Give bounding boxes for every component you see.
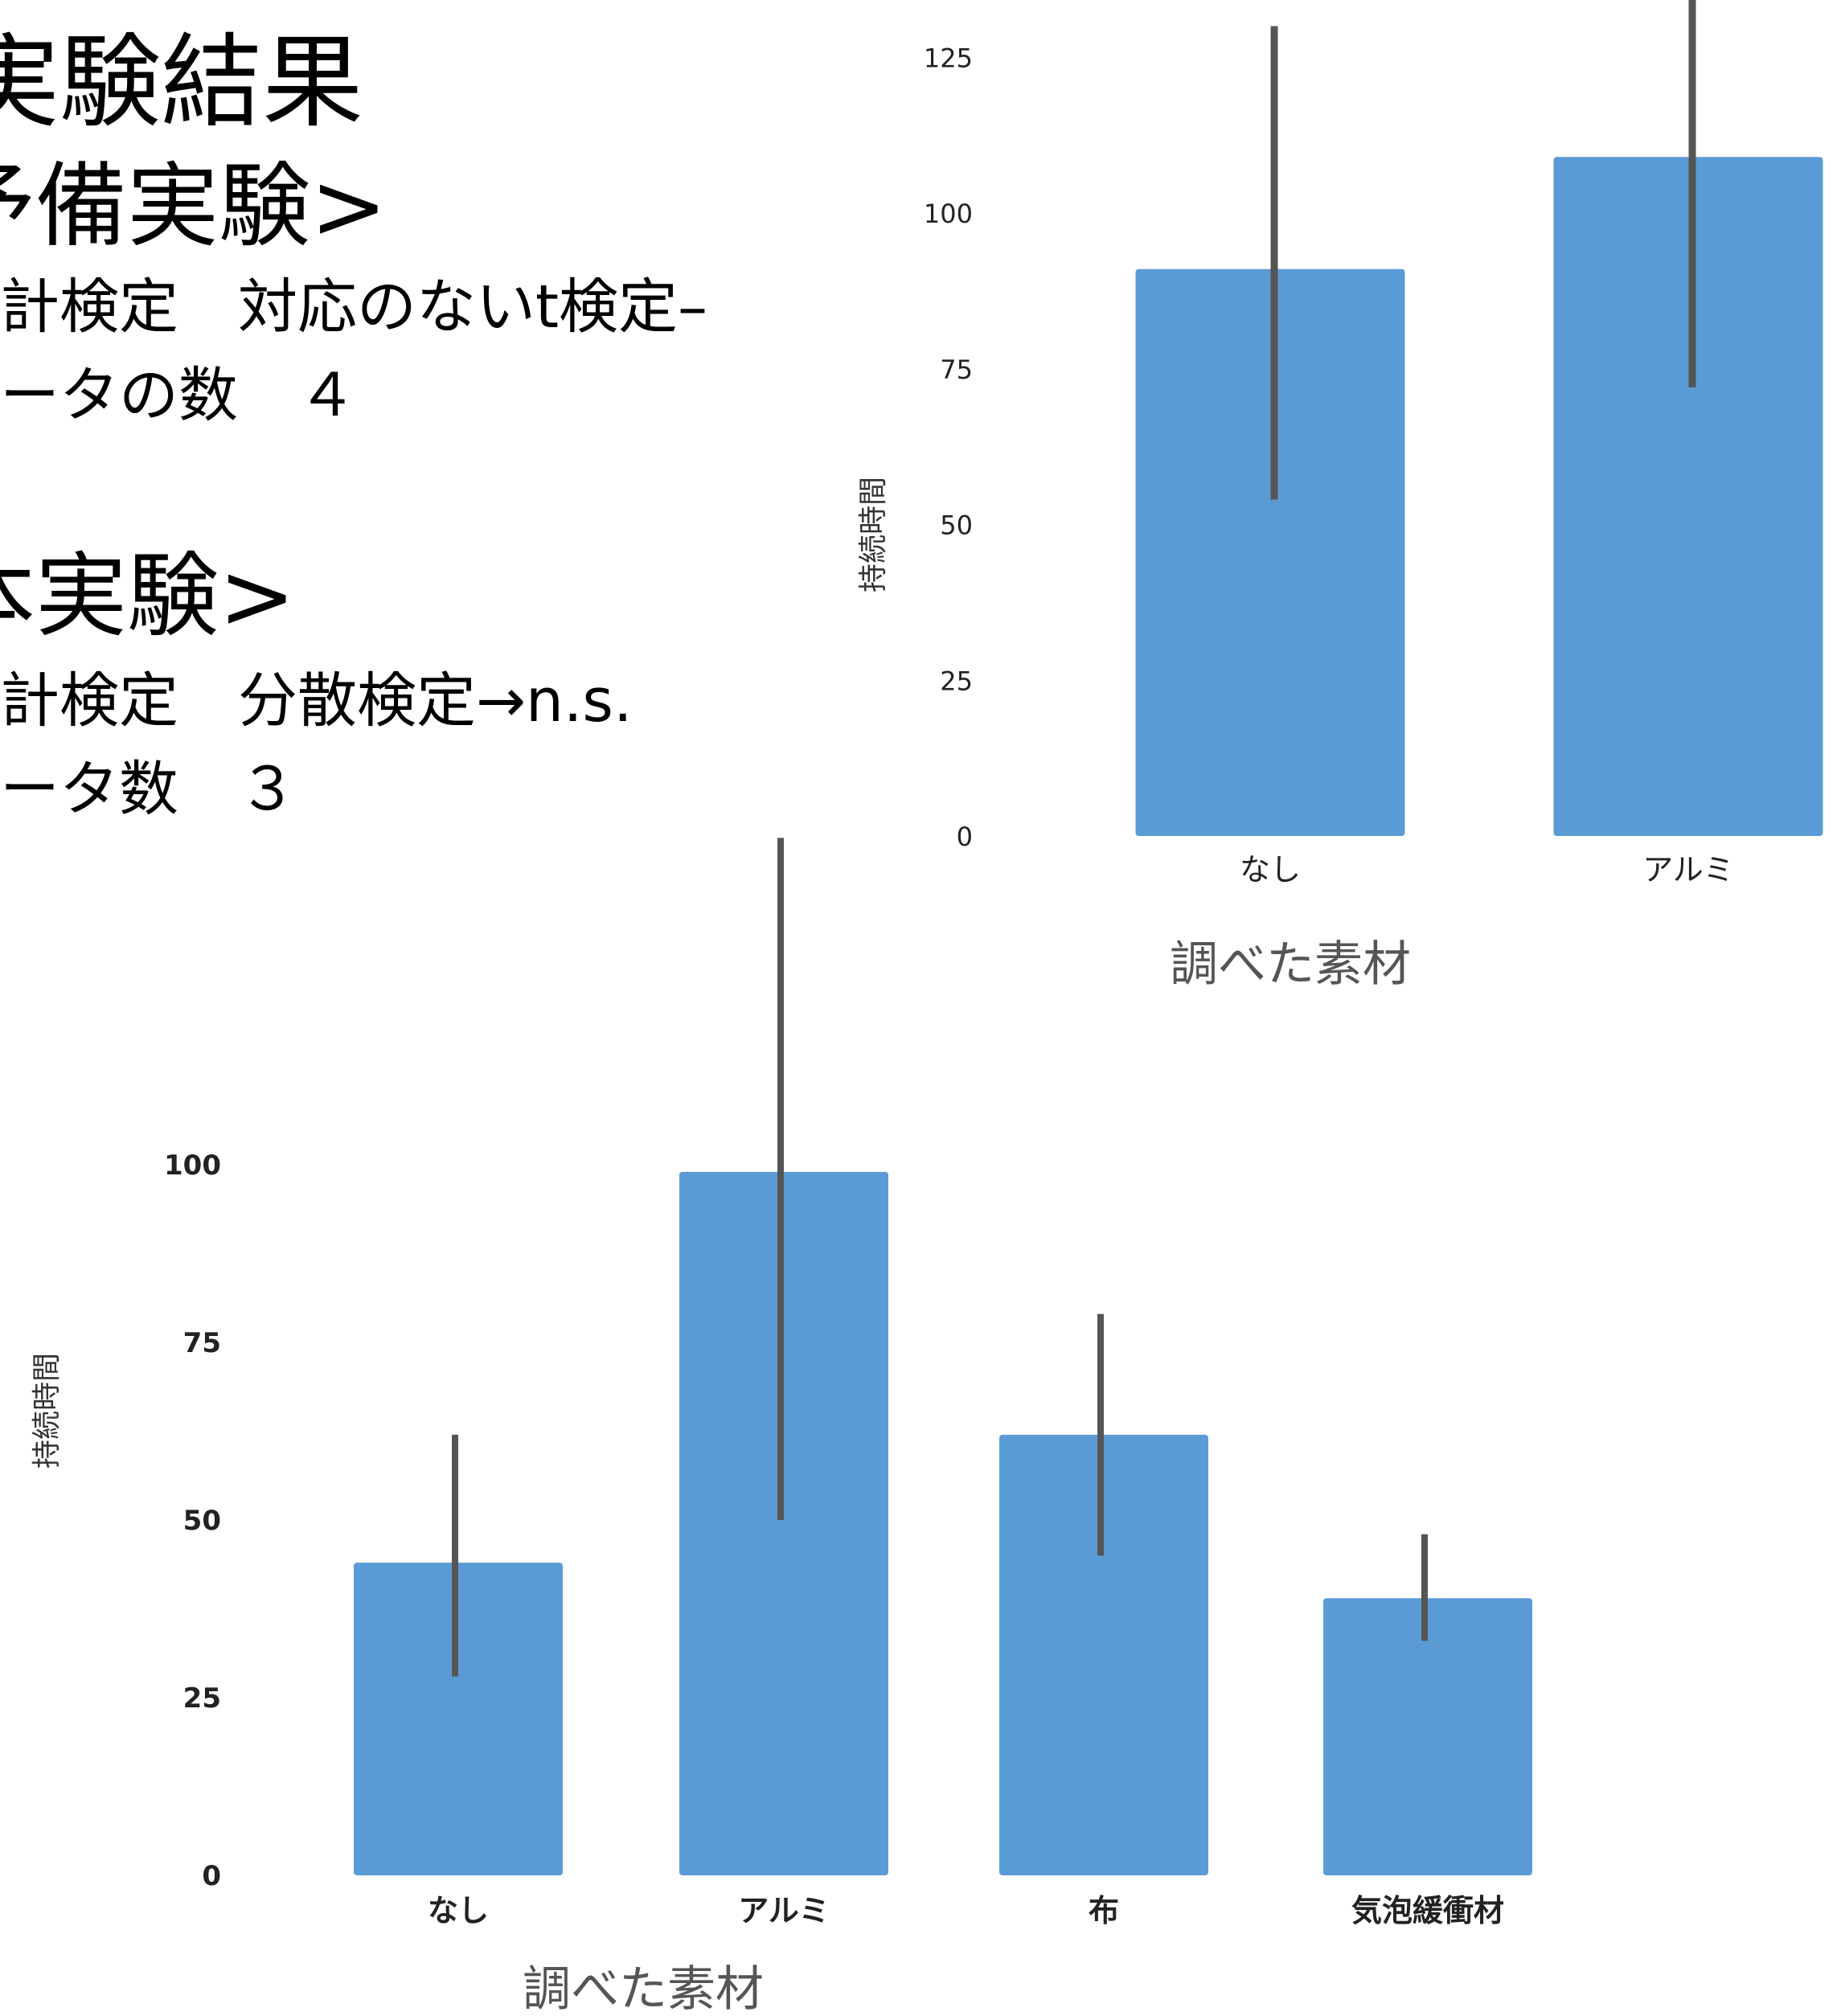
bar	[999, 1434, 1208, 1875]
y-tick-label: 100	[164, 1149, 221, 1182]
x-category-label: 布	[1089, 1893, 1119, 1928]
x-category-label: 気泡緩衝材	[1351, 1893, 1504, 1928]
chart-2: 0255075100持続時間なし アルミ布気泡緩衝材調べた素材	[31, 838, 1532, 2016]
slide-title: 実験結果	[0, 23, 363, 141]
y-tick-label: 25	[183, 1682, 221, 1715]
y-tick-label: 25	[940, 666, 973, 696]
x-category-label: なし	[428, 1893, 489, 1928]
x-category-label: アルミ	[738, 1893, 830, 1928]
y-tick-label: 0	[957, 822, 973, 852]
prelim-data-count: データの数 ４	[0, 361, 357, 430]
y-tick-label: 125	[924, 43, 973, 73]
prelim-heading: 予備実験>	[0, 153, 387, 260]
y-tick-label: 100	[924, 199, 973, 229]
y-axis-label: 持続時間	[857, 477, 890, 592]
prelim-test-text: 統計検定 対応のないt検定–	[0, 272, 708, 342]
bar	[679, 1171, 888, 1875]
main-test-text: 統計検定 分散検定→n.s.	[0, 666, 633, 736]
x-category-label: アルミ	[1642, 852, 1734, 887]
y-axis-label: 持続時間	[31, 1353, 64, 1469]
y-tick-label: 0	[202, 1860, 221, 1892]
bar	[354, 1563, 563, 1875]
x-category-label: なし	[1240, 852, 1301, 887]
x-axis-label: 調べた素材	[523, 1961, 764, 2016]
x-axis-label: 調べた素材	[1170, 936, 1411, 993]
bar	[1553, 157, 1823, 836]
y-tick-label: 50	[183, 1505, 221, 1537]
y-tick-label: 50	[940, 510, 973, 541]
y-tick-label: 75	[183, 1327, 221, 1359]
main-heading: 本実験>	[0, 543, 296, 649]
bar	[1135, 268, 1405, 836]
bar	[1323, 1598, 1532, 1875]
y-tick-label: 75	[940, 354, 973, 385]
main-data-count: データ数 ３	[0, 755, 297, 824]
